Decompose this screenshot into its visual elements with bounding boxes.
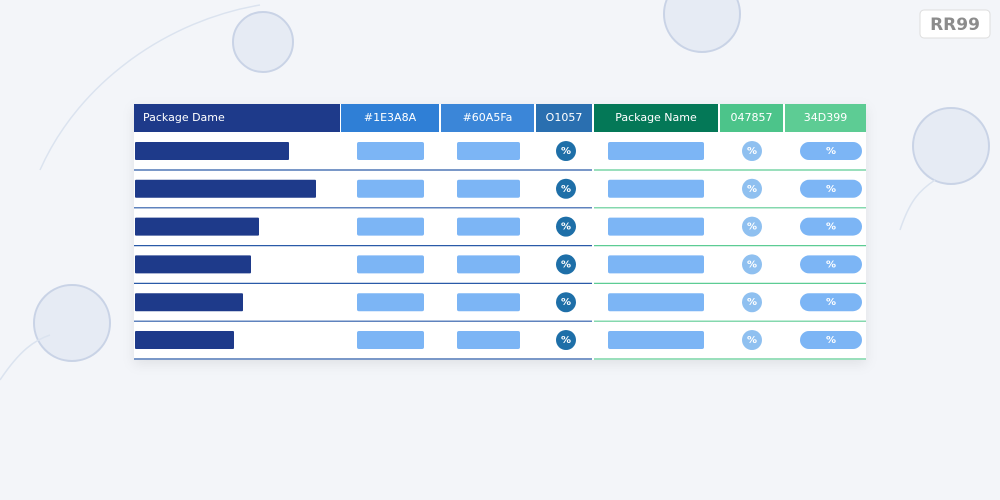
header-cell: [341, 104, 439, 132]
badge: [556, 216, 576, 237]
header-cell: [785, 104, 866, 132]
bar-placeholder: [357, 293, 424, 312]
badge: [556, 292, 576, 313]
header-cell: [720, 104, 783, 132]
pill-label: %: [826, 184, 836, 195]
bar-placeholder: [357, 142, 424, 160]
badge-label: %: [561, 297, 571, 308]
header-cell: [594, 104, 718, 132]
ball: [912, 107, 990, 185]
header-label: O1057: [546, 111, 583, 124]
decor-balls: [33, 0, 990, 362]
bar-placeholder: [608, 331, 704, 349]
header-label: 047857: [731, 111, 773, 124]
pill-label: %: [826, 259, 836, 270]
table: Package Dame #1E3A8A #60A5Fa O1057 Package N…: [134, 104, 866, 360]
badge: [556, 178, 576, 199]
ball: [663, 0, 741, 53]
badge: [742, 330, 762, 350]
badge: [556, 330, 576, 350]
badge-label: %: [747, 297, 757, 308]
bar-placeholder: [457, 331, 520, 349]
badge-label: %: [747, 259, 757, 270]
pill-label: %: [826, 335, 836, 346]
logo: RR99: [930, 15, 980, 35]
bar-placeholder: [357, 217, 424, 236]
badge-label: %: [747, 184, 757, 195]
pill-label: %: [826, 222, 836, 233]
bar-placeholder: [608, 255, 704, 274]
pill: [800, 217, 862, 236]
pill: [800, 293, 862, 312]
header-label: #60A5Fa: [463, 111, 513, 124]
bar-placeholder: [457, 179, 520, 198]
header-cell: [134, 104, 340, 132]
badge: [742, 292, 762, 313]
swoosh: [39, 4, 261, 171]
badge-label: %: [561, 184, 571, 195]
pill-label: %: [826, 297, 836, 308]
pill: [800, 331, 862, 349]
bar-placeholder: [457, 293, 520, 312]
bar-placeholder: [135, 293, 243, 312]
bar-placeholder: [357, 255, 424, 274]
swoosh: [899, 179, 936, 231]
header-label: #1E3A8A: [364, 111, 417, 124]
bar-placeholder: [357, 179, 424, 198]
header-cell: [536, 104, 592, 132]
pill: [800, 255, 862, 274]
badge: [742, 216, 762, 237]
badge: [742, 141, 762, 161]
logo-box: [919, 9, 991, 39]
bar-placeholder: [457, 217, 520, 236]
badge-label: %: [561, 222, 571, 233]
badge: [556, 141, 576, 161]
header-cell: [441, 104, 534, 132]
bar-placeholder: [457, 255, 520, 274]
badge-label: %: [747, 222, 757, 233]
decor-lines: [0, 4, 936, 381]
bar-placeholder: [608, 142, 704, 160]
bar-placeholder: [135, 179, 316, 198]
header-label: 34D399: [804, 111, 847, 124]
pill: [800, 179, 862, 198]
ball: [232, 11, 294, 73]
bar-placeholder: [457, 142, 520, 160]
pill-label: %: [826, 146, 836, 157]
badge: [742, 254, 762, 275]
bar-placeholder: [357, 331, 424, 349]
pill: [800, 142, 862, 160]
header-label: Package Name: [615, 111, 697, 124]
badge-label: %: [561, 259, 571, 270]
bar-placeholder: [135, 331, 234, 349]
badge-label: %: [747, 146, 757, 157]
badge-label: %: [561, 335, 571, 346]
header-label: Package Dame: [143, 111, 225, 124]
bar-placeholder: [135, 142, 289, 160]
badge: [556, 254, 576, 275]
swoosh: [0, 334, 51, 381]
badge-label: %: [561, 146, 571, 157]
bar-placeholder: [135, 255, 251, 274]
bar-placeholder: [608, 179, 704, 198]
bar-placeholder: [608, 217, 704, 236]
ball: [33, 284, 111, 362]
bar-placeholder: [608, 293, 704, 312]
badge: [742, 178, 762, 199]
badge-label: %: [747, 335, 757, 346]
bar-placeholder: [135, 217, 259, 236]
